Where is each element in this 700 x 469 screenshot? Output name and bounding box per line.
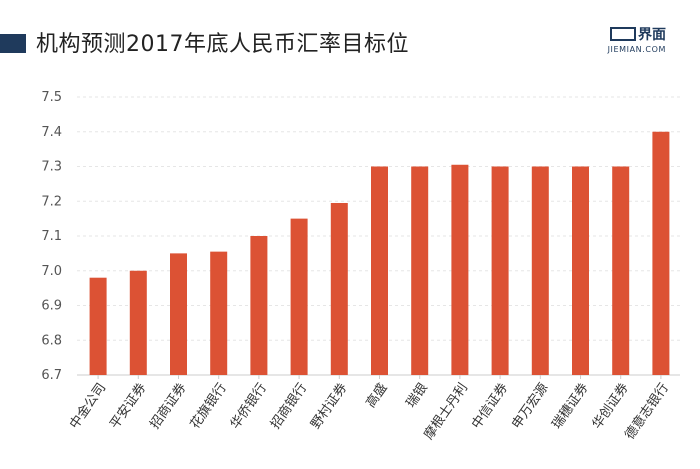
x-tick-label: 招商证券 [147, 380, 190, 432]
bar [89, 277, 107, 375]
y-tick-label: 7.2 [41, 194, 62, 209]
brand-name: 界面 [638, 27, 666, 43]
bar [411, 166, 429, 375]
bar [531, 166, 549, 375]
y-tick-label: 7.5 [41, 90, 62, 105]
x-tick-label: 华创证券 [589, 380, 632, 432]
y-tick-label: 7.3 [41, 160, 62, 175]
y-tick-label: 6.8 [41, 333, 62, 348]
bar [250, 236, 268, 375]
bar [652, 131, 670, 375]
logo-icon [610, 27, 636, 41]
brand-logo: 界面 JIEMIAN.COM [608, 24, 666, 54]
x-tick-label: 瑞穗证券 [549, 380, 592, 432]
x-tick-label: 中信证券 [468, 380, 511, 432]
x-tick-label: 高盛 [363, 380, 391, 410]
y-tick-label: 6.7 [41, 368, 62, 383]
x-tick-label: 花旗银行 [187, 380, 230, 432]
y-tick-label: 7.4 [41, 125, 62, 140]
x-tick-label: 申万宏源 [509, 381, 551, 432]
bar [371, 166, 388, 375]
bar [572, 166, 589, 375]
bar [330, 202, 348, 375]
x-tick-label: 瑞银 [404, 381, 431, 411]
bar [129, 270, 147, 375]
x-tick-label: 中金公司 [66, 380, 109, 432]
bar [290, 218, 308, 375]
bar [451, 164, 469, 375]
x-tick-label: 平安证券 [107, 380, 150, 432]
bar [491, 166, 509, 375]
y-tick-label: 7.0 [41, 264, 62, 279]
bar [612, 166, 630, 375]
title-accent-bar [0, 34, 26, 53]
y-tick-label: 7.1 [41, 229, 62, 244]
bar [170, 253, 187, 375]
x-tick-label: 野村证券 [308, 380, 351, 432]
chart-title: 机构预测2017年底人民币汇率目标位 [36, 32, 409, 57]
y-tick-label: 6.9 [41, 299, 62, 314]
bar [210, 251, 228, 375]
x-tick-label: 招商银行 [268, 381, 310, 432]
x-tick-label: 华侨银行 [228, 381, 270, 432]
brand-url: JIEMIAN.COM [607, 45, 666, 54]
